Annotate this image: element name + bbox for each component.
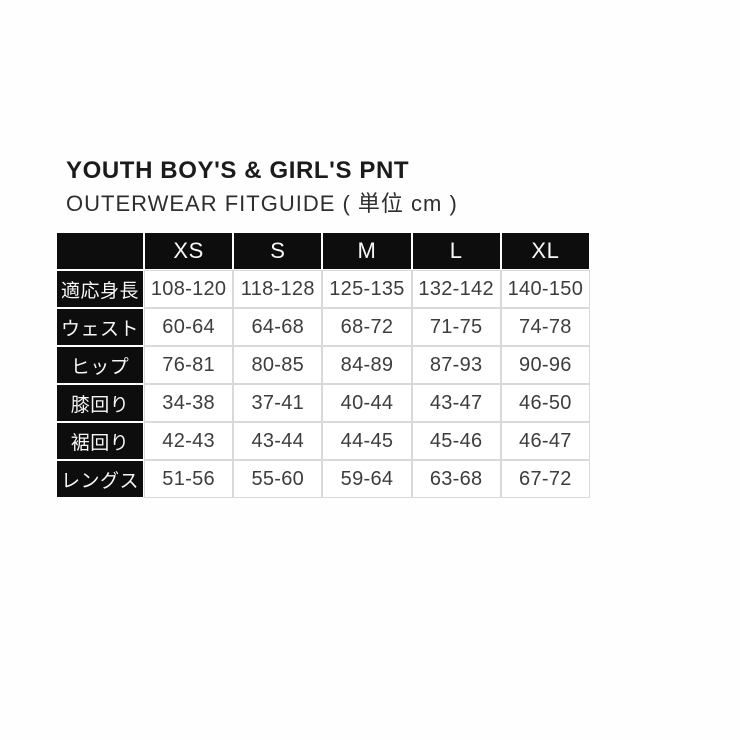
size-value-cell: 74-78 — [500, 308, 590, 346]
measurement-label-hip: ヒップ — [56, 346, 144, 384]
measurement-label-length: レングス — [56, 460, 144, 498]
size-value-cell: 46-50 — [500, 384, 590, 422]
page-title: YOUTH BOY'S & GIRL'S PNT — [66, 157, 410, 184]
size-header-row: XS S M L XL — [56, 232, 590, 270]
size-value-cell: 108-120 — [144, 270, 234, 308]
size-value-cell: 46-47 — [500, 422, 590, 460]
size-value-cell: 84-89 — [322, 346, 412, 384]
size-value-cell: 60-64 — [144, 308, 234, 346]
size-value-cell: 68-72 — [322, 308, 412, 346]
size-value-cell: 45-46 — [411, 422, 501, 460]
size-column-header-xl: XL — [500, 232, 590, 270]
size-value-cell: 40-44 — [322, 384, 412, 422]
size-value-cell: 43-47 — [411, 384, 501, 422]
size-chart-table: XS S M L XL 適応身長 108-120 118-128 125-135… — [56, 232, 590, 498]
header-block: YOUTH BOY'S & GIRL'S PNT OUTERWEAR FITGU… — [66, 157, 458, 217]
table-row-height: 適応身長 108-120 118-128 125-135 132-142 140… — [56, 270, 590, 308]
measurement-label-knee: 膝回り — [56, 384, 144, 422]
table-corner-cell — [56, 232, 144, 270]
size-value-cell: 90-96 — [500, 346, 590, 384]
table-row-length: レングス 51-56 55-60 59-64 63-68 67-72 — [56, 460, 590, 498]
size-value-cell: 71-75 — [411, 308, 501, 346]
size-value-cell: 44-45 — [322, 422, 412, 460]
size-value-cell: 87-93 — [411, 346, 501, 384]
size-value-cell: 51-56 — [144, 460, 234, 498]
size-value-cell: 42-43 — [144, 422, 234, 460]
size-value-cell: 59-64 — [322, 460, 412, 498]
table-row-hem: 裾回り 42-43 43-44 44-45 45-46 46-47 — [56, 422, 590, 460]
size-column-header-s: S — [233, 232, 323, 270]
table-row-waist: ウェスト 60-64 64-68 68-72 71-75 74-78 — [56, 308, 590, 346]
size-value-cell: 64-68 — [233, 308, 323, 346]
size-value-cell: 125-135 — [322, 270, 412, 308]
table-row-hip: ヒップ 76-81 80-85 84-89 87-93 90-96 — [56, 346, 590, 384]
measurement-label-hem: 裾回り — [56, 422, 144, 460]
size-value-cell: 34-38 — [144, 384, 234, 422]
size-value-cell: 118-128 — [233, 270, 323, 308]
size-value-cell: 140-150 — [500, 270, 590, 308]
size-value-cell: 43-44 — [233, 422, 323, 460]
size-value-cell: 55-60 — [233, 460, 323, 498]
size-value-cell: 80-85 — [233, 346, 323, 384]
size-column-header-xs: XS — [144, 232, 234, 270]
size-value-cell: 37-41 — [233, 384, 323, 422]
size-column-header-l: L — [411, 232, 501, 270]
size-value-cell: 63-68 — [411, 460, 501, 498]
measurement-label-height: 適応身長 — [56, 270, 144, 308]
size-column-header-m: M — [322, 232, 412, 270]
page-subtitle: OUTERWEAR FITGUIDE ( 単位 cm ) — [66, 191, 458, 216]
size-value-cell: 76-81 — [144, 346, 234, 384]
measurement-label-waist: ウェスト — [56, 308, 144, 346]
size-value-cell: 67-72 — [500, 460, 590, 498]
size-value-cell: 132-142 — [411, 270, 501, 308]
table-row-knee: 膝回り 34-38 37-41 40-44 43-47 46-50 — [56, 384, 590, 422]
